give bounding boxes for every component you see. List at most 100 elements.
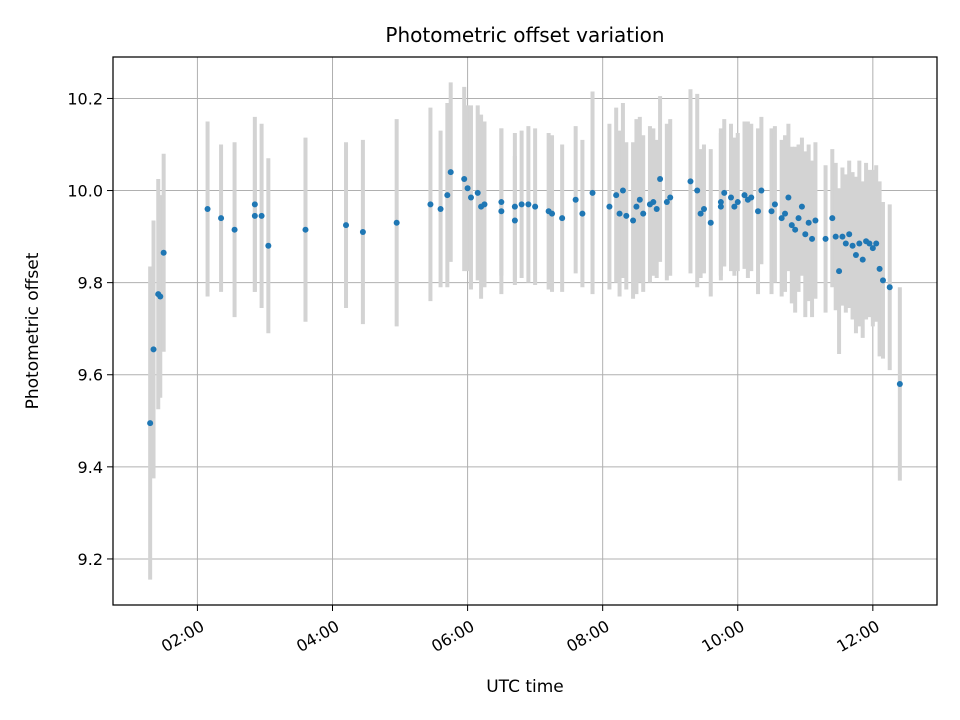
data-point bbox=[579, 210, 586, 217]
data-point bbox=[650, 199, 657, 206]
error-bars bbox=[148, 82, 902, 580]
y-tick-label: 10.0 bbox=[67, 182, 103, 201]
data-point bbox=[717, 203, 724, 210]
data-point bbox=[852, 252, 859, 259]
data-point bbox=[663, 199, 670, 206]
data-point bbox=[778, 215, 785, 222]
data-point bbox=[741, 192, 748, 199]
data-point bbox=[461, 176, 468, 183]
data-point bbox=[768, 208, 775, 215]
data-point bbox=[896, 380, 903, 387]
data-point bbox=[856, 240, 863, 247]
y-axis-ticks: 9.2 9.4 9.6 9.8 10.0 10.2 bbox=[67, 89, 113, 569]
data-point bbox=[653, 205, 660, 212]
data-point bbox=[393, 219, 400, 226]
data-point bbox=[771, 201, 778, 208]
x-tick-label: 10:00 bbox=[698, 616, 747, 656]
data-point bbox=[623, 212, 630, 219]
data-point bbox=[734, 199, 741, 206]
data-point bbox=[630, 217, 637, 224]
data-point bbox=[846, 231, 853, 238]
data-point bbox=[437, 205, 444, 212]
data-points bbox=[147, 169, 903, 427]
data-point bbox=[636, 196, 643, 203]
data-point bbox=[518, 201, 525, 208]
data-point bbox=[606, 203, 613, 210]
data-point bbox=[832, 233, 839, 240]
data-point bbox=[589, 189, 596, 196]
data-point bbox=[657, 176, 664, 183]
data-point bbox=[532, 203, 539, 210]
data-point bbox=[427, 201, 434, 208]
data-point bbox=[829, 215, 836, 222]
data-point bbox=[231, 226, 238, 233]
data-point bbox=[836, 268, 843, 275]
data-point bbox=[785, 194, 792, 201]
data-point bbox=[782, 210, 789, 217]
y-tick-label: 10.2 bbox=[67, 89, 103, 108]
data-point bbox=[157, 293, 164, 300]
data-point bbox=[204, 205, 211, 212]
data-point bbox=[147, 420, 154, 427]
data-point bbox=[481, 201, 488, 208]
data-point bbox=[474, 189, 481, 196]
y-tick-label: 9.4 bbox=[78, 458, 103, 477]
data-point bbox=[886, 284, 893, 291]
data-point bbox=[640, 210, 647, 217]
data-point bbox=[755, 208, 762, 215]
data-point bbox=[498, 208, 505, 215]
data-point bbox=[251, 212, 258, 219]
data-point bbox=[447, 169, 454, 176]
data-point bbox=[805, 219, 812, 226]
data-point bbox=[876, 265, 883, 272]
y-axis-label: Photometric offset bbox=[23, 252, 43, 409]
data-point bbox=[879, 277, 886, 284]
data-point bbox=[795, 215, 802, 222]
data-point bbox=[218, 215, 225, 222]
data-point bbox=[849, 242, 856, 249]
x-tick-label: 02:00 bbox=[158, 616, 207, 656]
data-point bbox=[866, 240, 873, 247]
data-point bbox=[444, 192, 451, 199]
x-axis-label: UTC time bbox=[486, 677, 564, 697]
data-point bbox=[150, 346, 157, 353]
data-point bbox=[687, 178, 694, 185]
data-point bbox=[809, 235, 816, 242]
data-point bbox=[251, 201, 258, 208]
data-point bbox=[802, 231, 809, 238]
data-point bbox=[258, 212, 265, 219]
y-tick-label: 9.8 bbox=[78, 274, 103, 293]
data-point bbox=[697, 210, 704, 217]
data-point bbox=[265, 242, 272, 249]
data-point bbox=[798, 203, 805, 210]
x-tick-label: 04:00 bbox=[293, 616, 342, 656]
data-point bbox=[511, 203, 518, 210]
x-axis-ticks: 02:00 04:00 06:00 08:00 10:00 12:00 bbox=[158, 605, 883, 656]
data-point bbox=[721, 189, 728, 196]
grid-lines bbox=[113, 57, 937, 605]
data-point bbox=[633, 203, 640, 210]
data-point bbox=[839, 233, 846, 240]
data-point bbox=[511, 217, 518, 224]
data-point bbox=[498, 199, 505, 206]
data-point bbox=[616, 210, 623, 217]
data-point bbox=[788, 222, 795, 229]
data-point bbox=[694, 187, 701, 194]
x-tick-label: 06:00 bbox=[428, 616, 477, 656]
data-point bbox=[748, 194, 755, 201]
data-point bbox=[464, 185, 471, 192]
data-point bbox=[549, 210, 556, 217]
data-point bbox=[812, 217, 819, 224]
data-point bbox=[467, 194, 474, 201]
plot-frame bbox=[112, 56, 938, 606]
data-point bbox=[859, 256, 866, 263]
data-point bbox=[822, 235, 829, 242]
data-point bbox=[613, 192, 620, 199]
data-point bbox=[728, 194, 734, 201]
data-point bbox=[667, 194, 674, 201]
y-tick-label: 9.6 bbox=[78, 366, 103, 385]
data-point bbox=[302, 226, 309, 233]
x-tick-label: 12:00 bbox=[833, 616, 882, 656]
data-point bbox=[792, 226, 799, 233]
